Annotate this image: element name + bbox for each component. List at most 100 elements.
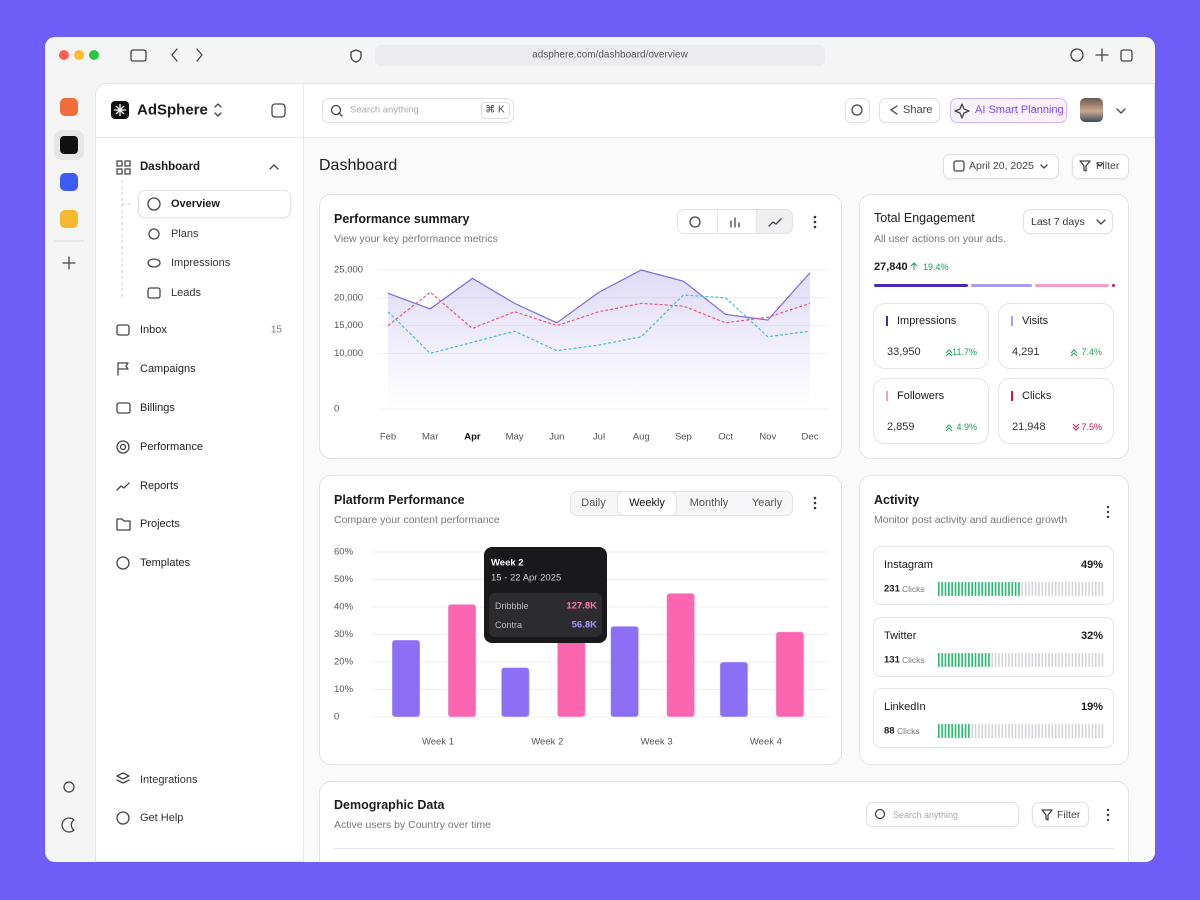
meter-tick	[1031, 582, 1034, 596]
tooltip-value: 127.8K	[566, 600, 597, 612]
date-button[interactable]	[943, 154, 1059, 179]
platform-row	[873, 688, 1114, 748]
tabs[interactable]	[570, 491, 793, 516]
meter-tick	[1064, 653, 1067, 667]
y-tick-label: 15,000	[334, 320, 363, 331]
stat-value: 21,948	[1012, 421, 1046, 433]
search-placeholder: Search anything	[893, 810, 959, 820]
meter-tick	[994, 724, 997, 738]
tab-active[interactable]	[617, 491, 677, 516]
meter-tick	[1098, 653, 1100, 667]
meter-tick	[968, 724, 970, 738]
meter-tick	[1011, 653, 1014, 667]
range-chevron[interactable]	[1096, 219, 1106, 225]
toggle-sep	[717, 210, 718, 233]
x-tick-label: Apr	[464, 432, 481, 443]
url-bar[interactable]	[375, 45, 825, 66]
platform-clicks: 131	[884, 654, 900, 666]
max-dot[interactable]	[89, 50, 99, 60]
ai-button[interactable]	[950, 98, 1067, 123]
meter-tick	[968, 653, 970, 667]
text-layer: adsphere.com/dashboard/overview AdSphere D…	[45, 37, 1155, 862]
light-mode[interactable]	[63, 781, 75, 793]
search-placeholder: Search anything	[350, 104, 419, 116]
subnav-item: Impressions	[171, 257, 231, 269]
meter-tick	[998, 582, 1000, 596]
footer-item: Integrations	[140, 774, 198, 786]
meter-tick	[938, 582, 940, 596]
meter-tick	[951, 653, 953, 667]
dashboard-icon	[116, 160, 131, 175]
demo-filter[interactable]	[1032, 802, 1089, 827]
meter-tick	[964, 724, 967, 738]
close-dot[interactable]	[59, 50, 69, 60]
charts: 0 10,000 15,000 20,000 25,000 Feb Mar Apr May Jun…	[334, 262, 1104, 748]
meter-tick	[964, 653, 967, 667]
meter-tick	[1054, 653, 1057, 667]
meter-tick	[1024, 582, 1027, 596]
meter-tick	[1078, 582, 1080, 596]
nav-arrows[interactable]	[171, 48, 203, 62]
date: April 20, 2025	[969, 160, 1034, 172]
demo-search[interactable]	[866, 802, 1019, 827]
x-tick-label: Jul	[593, 432, 605, 443]
change: 19.4%	[923, 262, 949, 272]
meter-tick	[998, 724, 1000, 738]
engagement-seg	[1035, 284, 1109, 287]
subnav-item: Plans	[171, 228, 199, 240]
subnav-item: Leads	[171, 287, 201, 299]
meter-tick	[1028, 653, 1030, 667]
card-title: Demographic Data	[334, 798, 445, 812]
meter-tick	[938, 653, 940, 667]
x-tick-label: Nov	[759, 432, 776, 443]
platform-name: Twitter	[884, 630, 917, 642]
meter-tick	[1061, 724, 1064, 738]
switcher[interactable]	[214, 103, 222, 117]
share-button[interactable]	[879, 98, 940, 123]
menu-dots[interactable]	[813, 215, 1110, 822]
meter-tick	[961, 582, 963, 596]
stat-value: 33,950	[887, 346, 921, 358]
meter-tick	[1008, 724, 1010, 738]
add-app[interactable]	[62, 256, 76, 270]
sidebar-toggle[interactable]	[130, 49, 147, 62]
tabs-icon[interactable]	[1120, 49, 1133, 62]
active-nav[interactable]	[138, 190, 291, 218]
app-icon[interactable]	[60, 173, 78, 191]
app-icon[interactable]	[60, 136, 78, 154]
leads-icon	[147, 287, 161, 299]
meter-tick	[1024, 653, 1027, 667]
stat-card	[998, 303, 1114, 369]
tooltip-label: Dribbble	[495, 601, 529, 611]
min-dot[interactable]	[74, 50, 84, 60]
chart-type-toggle[interactable]	[677, 209, 793, 234]
x-tick-label: Week 1	[422, 737, 454, 748]
app-icon[interactable]	[60, 210, 78, 228]
app-icon[interactable]	[60, 98, 78, 116]
avatar[interactable]	[1080, 98, 1103, 122]
platform-percent: 19%	[1080, 701, 1103, 713]
meter-tick	[1041, 582, 1044, 596]
meter-tick	[941, 653, 943, 667]
filter-button[interactable]	[1072, 154, 1129, 179]
meter-tick	[978, 653, 980, 667]
dark-mode[interactable]	[61, 817, 75, 833]
stat-card	[873, 303, 989, 369]
collapse-chevron[interactable]	[269, 164, 279, 170]
new-tab[interactable]	[1095, 48, 1109, 62]
engagement-seg	[874, 284, 968, 287]
settings-button[interactable]	[845, 98, 870, 123]
meter-tick	[1011, 582, 1014, 596]
download[interactable]	[1070, 48, 1084, 62]
meter-tick	[1088, 653, 1090, 667]
meter-tick	[1031, 653, 1034, 667]
table-top	[334, 848, 1114, 849]
platform-percent: 49%	[1080, 559, 1103, 571]
meter-tick	[1081, 653, 1084, 667]
meter-tick	[998, 653, 1000, 667]
meter-tick	[1041, 724, 1044, 738]
account-chevron[interactable]	[1116, 108, 1126, 114]
y-tick-label: 50%	[334, 574, 354, 585]
collapse[interactable]	[271, 103, 286, 118]
card-title: Platform Performance	[334, 493, 465, 507]
